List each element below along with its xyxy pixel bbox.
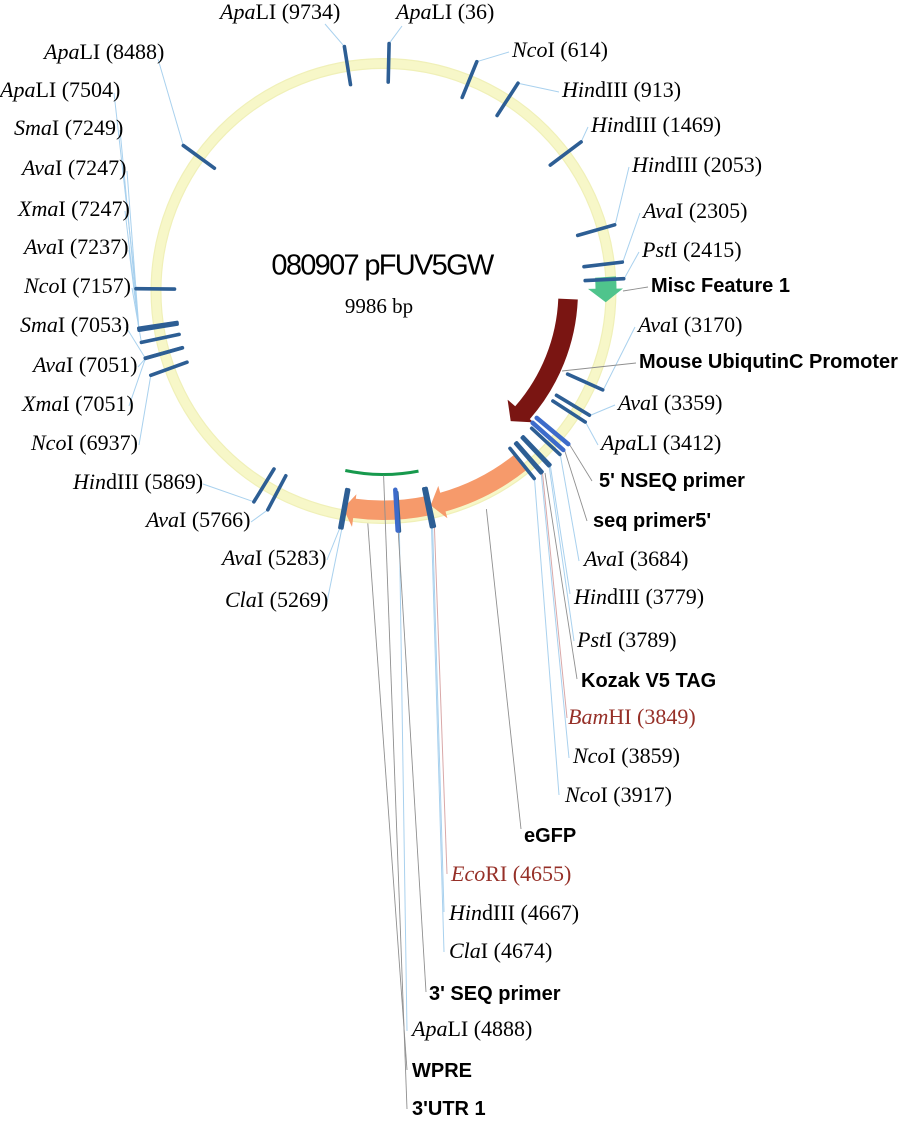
svg-text:WPRE: WPRE	[412, 1060, 472, 1082]
svg-text:Misc Feature 1: Misc Feature 1	[651, 275, 790, 297]
svg-text:080907 pFUV5GW: 080907 pFUV5GW	[271, 250, 495, 282]
svg-text:9986 bp: 9986 bp	[345, 294, 413, 318]
svg-text:ApaLI (7504): ApaLI (7504)	[0, 77, 120, 102]
svg-text:3'UTR 1: 3'UTR 1	[412, 1098, 486, 1120]
svg-text:NcoI (7157): NcoI (7157)	[23, 273, 131, 298]
svg-text:HindIII (4667): HindIII (4667)	[448, 900, 579, 925]
svg-text:EcoRI (4655): EcoRI (4655)	[450, 861, 571, 886]
svg-text:AvaI (3170): AvaI (3170)	[636, 312, 742, 337]
svg-text:AvaI (2305): AvaI (2305)	[641, 198, 747, 223]
svg-text:ApaLI (8488): ApaLI (8488)	[42, 39, 164, 64]
svg-text:ClaI (4674): ClaI (4674)	[449, 938, 552, 963]
svg-text:AvaI (7051): AvaI (7051)	[31, 352, 137, 377]
svg-text:ApaLI (3412): ApaLI (3412)	[599, 430, 721, 455]
svg-text:HindIII (913): HindIII (913)	[561, 77, 681, 102]
svg-text:PstI (2415): PstI (2415)	[641, 237, 742, 262]
svg-text:Mouse UbiqutinC Promoter: Mouse UbiqutinC Promoter	[639, 351, 898, 373]
svg-text:AvaI (5283): AvaI (5283)	[220, 545, 326, 570]
svg-text:HindIII (1469): HindIII (1469)	[590, 112, 721, 137]
svg-text:seq primer5': seq primer5'	[593, 510, 711, 532]
svg-text:XmaI (7051): XmaI (7051)	[21, 391, 134, 416]
svg-text:ApaLI (36): ApaLI (36)	[394, 0, 494, 24]
svg-text:HindIII (5869): HindIII (5869)	[72, 469, 203, 494]
svg-text:AvaI (3359): AvaI (3359)	[616, 390, 722, 415]
svg-text:NcoI (3859): NcoI (3859)	[572, 743, 680, 768]
svg-text:PstI (3789): PstI (3789)	[576, 627, 677, 652]
svg-text:XmaI (7247): XmaI (7247)	[17, 196, 130, 221]
svg-text:eGFP: eGFP	[524, 825, 576, 847]
svg-text:HindIII (2053): HindIII (2053)	[631, 152, 762, 177]
svg-text:NcoI (6937): NcoI (6937)	[30, 430, 138, 455]
svg-text:AvaI (7247): AvaI (7247)	[20, 155, 126, 180]
svg-text:5' NSEQ primer: 5' NSEQ primer	[599, 470, 745, 492]
svg-text:3' SEQ primer: 3' SEQ primer	[429, 983, 561, 1005]
svg-text:SmaI (7249): SmaI (7249)	[14, 115, 123, 140]
svg-text:AvaI (5766): AvaI (5766)	[144, 507, 250, 532]
svg-text:ApaLI (4888): ApaLI (4888)	[410, 1016, 532, 1041]
svg-text:BamHI (3849): BamHI (3849)	[568, 704, 696, 729]
svg-text:AvaI (7237): AvaI (7237)	[22, 234, 128, 259]
svg-text:SmaI (7053): SmaI (7053)	[20, 312, 129, 337]
svg-text:Kozak V5 TAG: Kozak V5 TAG	[581, 670, 716, 692]
svg-text:AvaI (3684): AvaI (3684)	[582, 546, 688, 571]
svg-text:ClaI (5269): ClaI (5269)	[225, 587, 328, 612]
svg-text:NcoI (614): NcoI (614)	[511, 37, 608, 62]
svg-text:ApaLI (9734): ApaLI (9734)	[218, 0, 340, 24]
svg-text:NcoI (3917): NcoI (3917)	[564, 782, 672, 807]
svg-text:HindIII (3779): HindIII (3779)	[573, 584, 704, 609]
